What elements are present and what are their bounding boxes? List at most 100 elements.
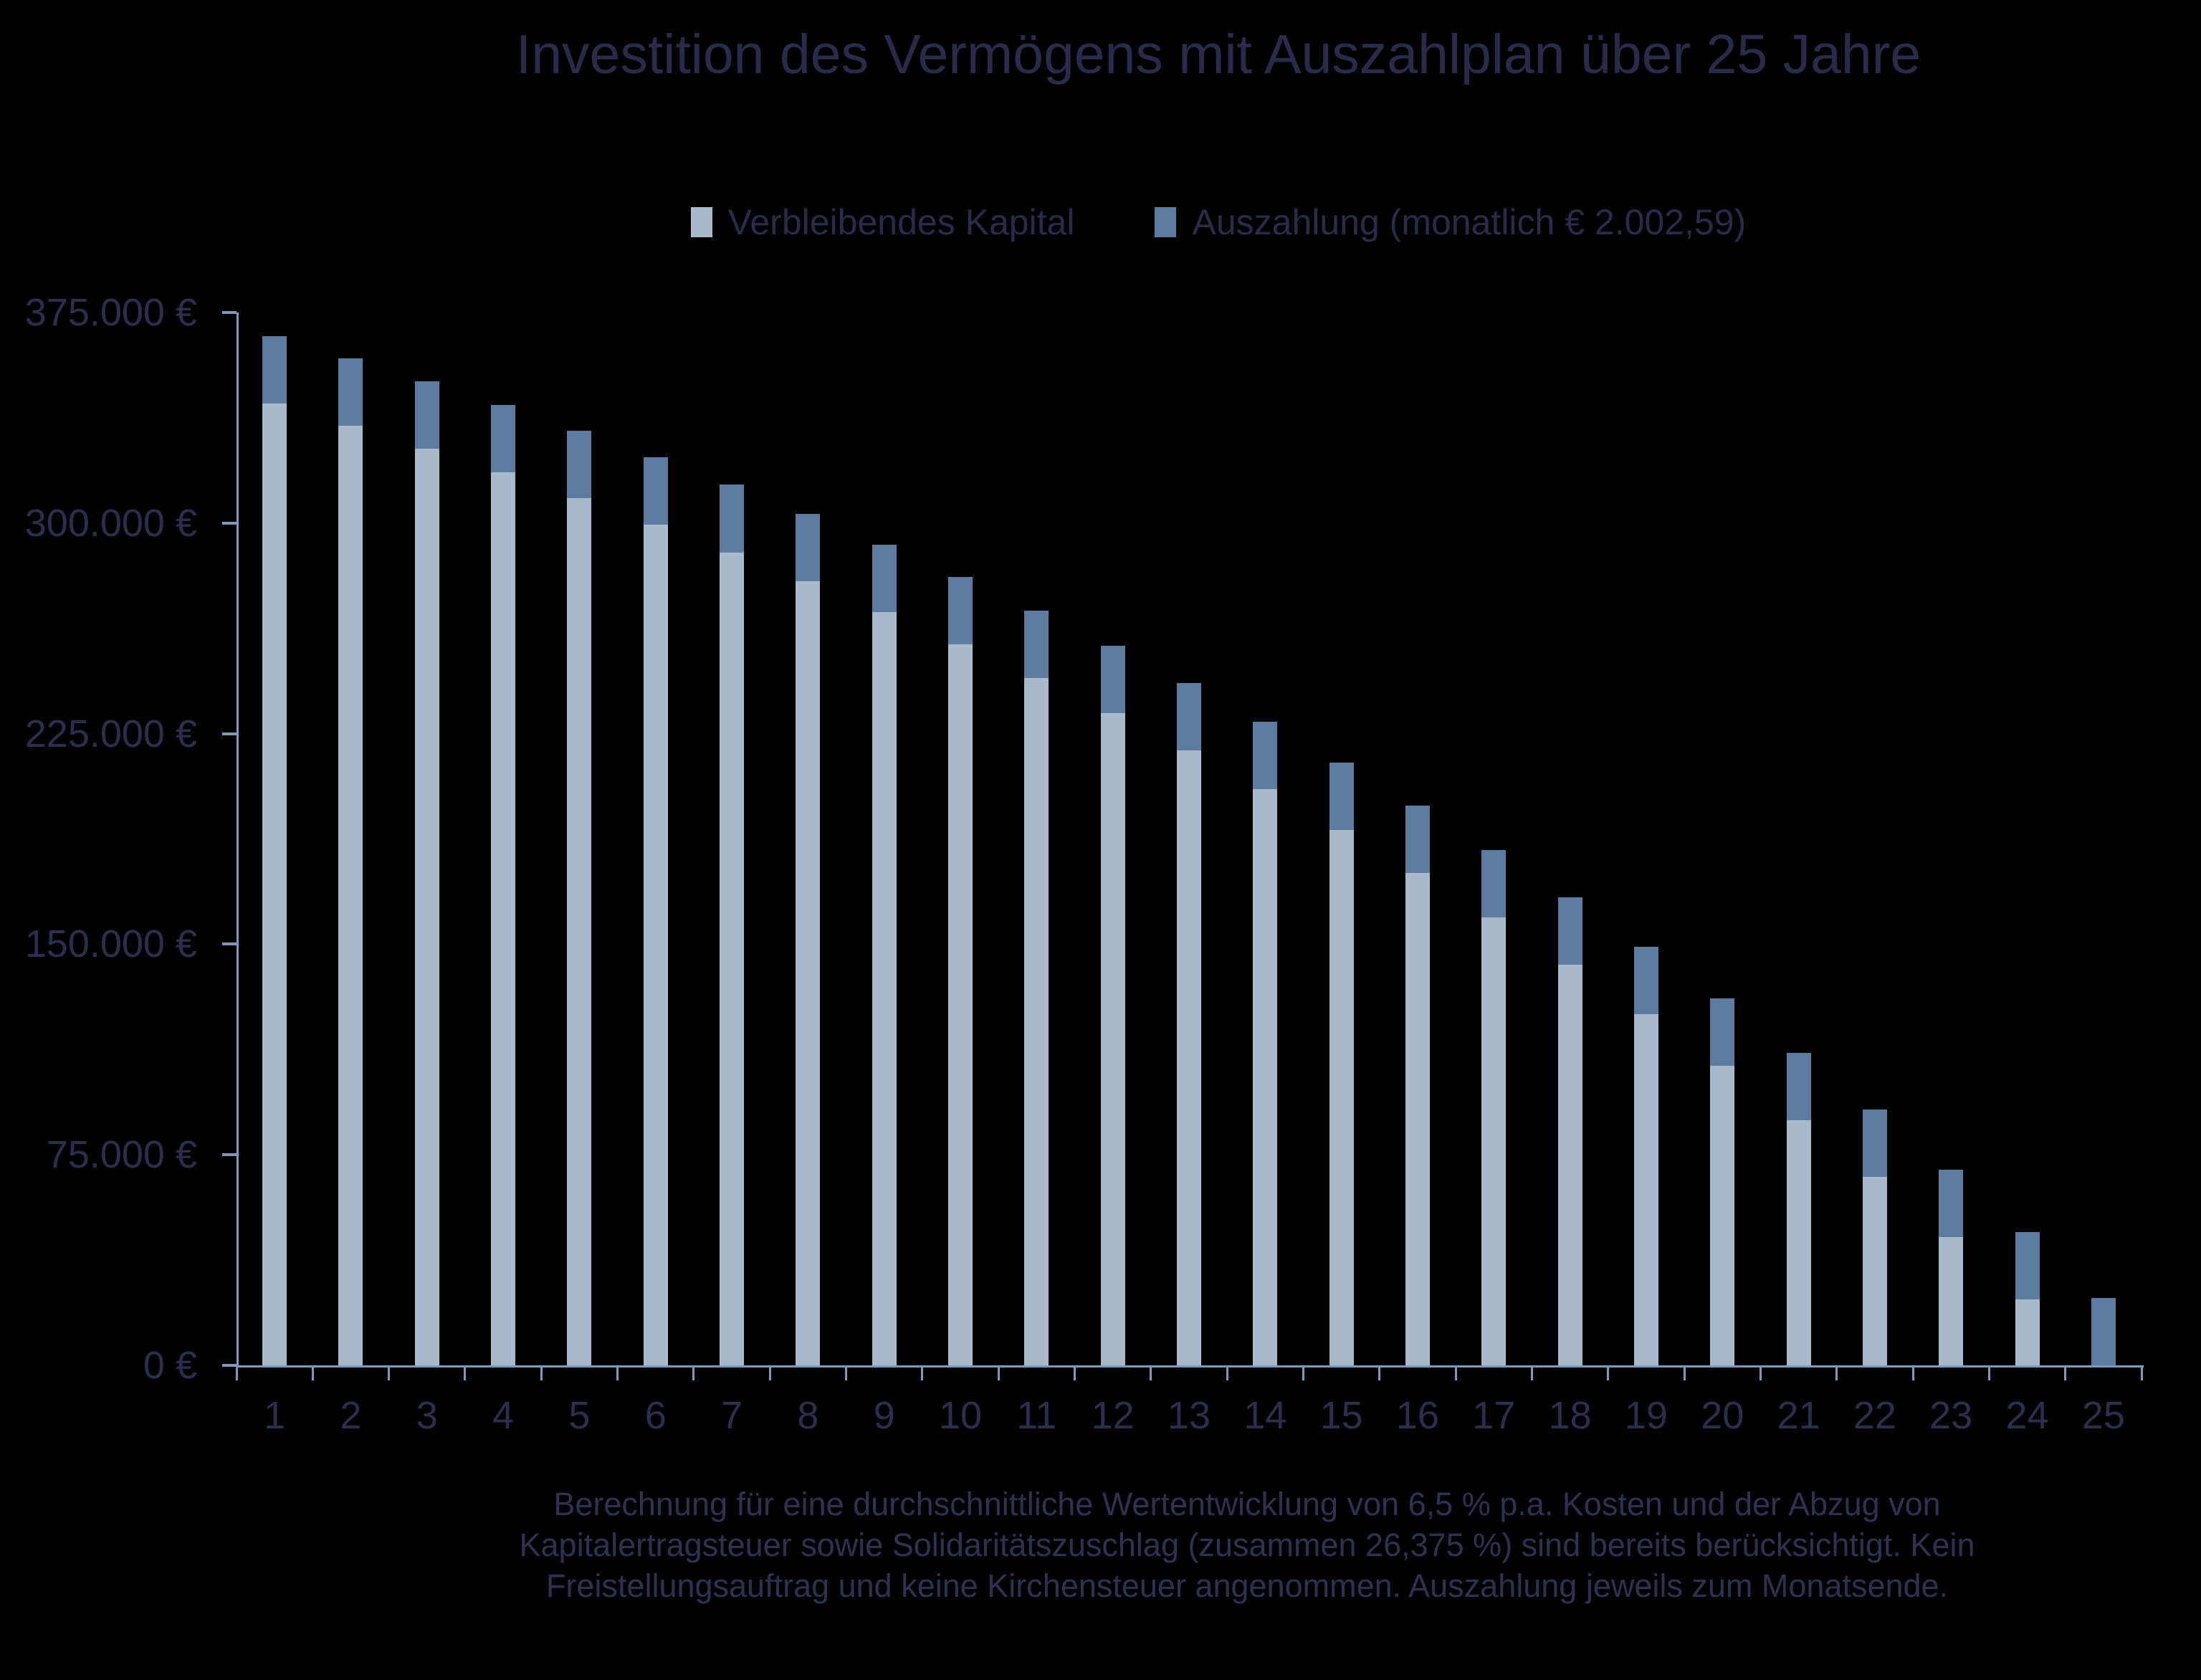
x-axis-label: 21	[1777, 1394, 1820, 1437]
bar-segment-remaining-capital	[1786, 1120, 1811, 1365]
bar-year-4	[491, 405, 516, 1365]
bar-segment-remaining-capital	[1253, 789, 1278, 1365]
bar-segment-remaining-capital	[643, 524, 668, 1365]
x-axis-tick	[1530, 1368, 1533, 1380]
bar-segment-remaining-capital	[1024, 677, 1049, 1365]
x-axis-label: 6	[644, 1394, 667, 1437]
y-axis-line	[237, 312, 239, 1368]
bar-segment-payout	[1024, 610, 1049, 678]
x-axis-label: 12	[1091, 1394, 1135, 1437]
bar-segment-payout	[2015, 1232, 2040, 1300]
legend-marker-remaining-capital-icon	[690, 207, 712, 237]
footnote-line: Kapitalertragsteuer sowie Solidaritätszu…	[519, 1527, 1975, 1563]
x-axis-tick	[1074, 1368, 1076, 1380]
bar-segment-remaining-capital	[1862, 1177, 1887, 1365]
bar-segment-remaining-capital	[1329, 830, 1354, 1365]
bar-segment-payout	[872, 544, 897, 613]
x-axis-tick	[692, 1368, 695, 1380]
bar-segment-remaining-capital	[1939, 1236, 1964, 1365]
y-axis-label: 300.000 €	[24, 501, 197, 545]
bar-segment-remaining-capital	[1557, 964, 1582, 1365]
bar-segment-remaining-capital	[1100, 713, 1125, 1365]
plot-area	[222, 311, 2144, 1380]
bar-segment-remaining-capital	[1177, 750, 1201, 1365]
x-axis-tick	[235, 1368, 238, 1380]
bar-year-8	[796, 514, 821, 1365]
bar-year-18	[1557, 897, 1582, 1365]
x-axis-tick	[616, 1368, 619, 1380]
bar-segment-payout	[1939, 1169, 1964, 1237]
bar-year-15	[1329, 762, 1354, 1365]
bar-segment-remaining-capital	[1710, 1066, 1735, 1365]
bar-segment-payout	[1177, 682, 1201, 750]
bar-segment-payout	[262, 335, 287, 404]
bar-segment-payout	[1481, 850, 1507, 918]
bar-segment-payout	[796, 514, 821, 582]
y-axis-tick	[222, 521, 237, 525]
x-axis-tick	[1454, 1368, 1457, 1380]
bar-year-1	[262, 335, 287, 1365]
bar-segment-remaining-capital	[796, 581, 821, 1365]
bar-segment-payout	[1786, 1052, 1811, 1120]
x-axis-label: 3	[416, 1394, 438, 1437]
bar-segment-payout	[1329, 762, 1354, 830]
bar-year-25	[2091, 1297, 2116, 1365]
bar-year-13	[1177, 682, 1201, 1365]
legend-label-payout: Auszahlung (monatlich € 2.002,59)	[1192, 201, 1747, 242]
legend-item-remaining-capital[interactable]: Verbleibendes Kapital	[690, 202, 1074, 242]
x-axis-label: 24	[2005, 1394, 2049, 1437]
y-axis-tick	[222, 1153, 237, 1157]
bar-year-5	[567, 430, 592, 1365]
bar-segment-payout	[491, 405, 516, 473]
footnote-line: Freistellungsauftrag und keine Kirchenst…	[545, 1567, 1949, 1604]
x-axis-label: 19	[1624, 1394, 1668, 1437]
bar-segment-payout	[1405, 805, 1430, 873]
y-axis-tick	[222, 1364, 237, 1367]
x-axis-tick	[1835, 1368, 1838, 1380]
bar-year-20	[1710, 998, 1735, 1365]
bar-segment-payout	[567, 430, 592, 498]
x-axis-line	[237, 1365, 2144, 1368]
bar-year-21	[1786, 1052, 1811, 1365]
x-axis-tick	[388, 1368, 391, 1380]
y-axis-tick	[222, 942, 237, 946]
bar-year-23	[1939, 1169, 1964, 1365]
bar-year-17	[1481, 850, 1507, 1365]
bar-segment-payout	[948, 576, 973, 644]
bar-year-2	[338, 358, 363, 1365]
y-axis-label: 375.000 €	[24, 291, 197, 334]
bar-segment-remaining-capital	[1481, 917, 1507, 1365]
x-axis-label: 13	[1167, 1394, 1211, 1437]
x-axis-tick	[1226, 1368, 1228, 1380]
x-axis-label: 17	[1472, 1394, 1516, 1437]
x-axis-label: 23	[1929, 1394, 1973, 1437]
footnote-line: Berechnung für eine durchschnittliche We…	[553, 1486, 1941, 1522]
x-axis-tick	[1302, 1368, 1304, 1380]
bar-year-12	[1100, 646, 1125, 1365]
x-axis-tick	[2140, 1368, 2143, 1380]
x-axis-label: 15	[1319, 1394, 1363, 1437]
bar-year-9	[872, 544, 897, 1365]
bar-segment-remaining-capital	[1405, 872, 1430, 1365]
bar-segment-remaining-capital	[2015, 1299, 2040, 1365]
bar-segment-remaining-capital	[491, 472, 516, 1365]
bar-segment-remaining-capital	[872, 612, 897, 1365]
bar-segment-remaining-capital	[720, 552, 745, 1365]
bar-year-16	[1405, 805, 1430, 1365]
bar-year-3	[414, 381, 439, 1365]
y-axis-tick	[222, 732, 237, 735]
bar-segment-remaining-capital	[262, 404, 287, 1365]
x-axis-tick	[921, 1368, 924, 1380]
legend-item-payout[interactable]: Auszahlung (monatlich € 2.002,59)	[1155, 201, 1747, 242]
legend-marker-payout-icon	[1155, 207, 1177, 237]
y-axis-label: 75.000 €	[46, 1133, 197, 1177]
x-axis-label: 2	[340, 1394, 362, 1437]
x-axis-tick	[1150, 1368, 1152, 1380]
bar-segment-payout	[1633, 946, 1658, 1014]
x-axis-label: 14	[1243, 1394, 1287, 1437]
x-axis-label: 22	[1853, 1394, 1896, 1437]
bar-year-6	[643, 457, 668, 1365]
bar-year-22	[1862, 1109, 1887, 1365]
x-axis-label: 16	[1395, 1394, 1439, 1437]
y-axis-label: 225.000 €	[24, 712, 197, 755]
